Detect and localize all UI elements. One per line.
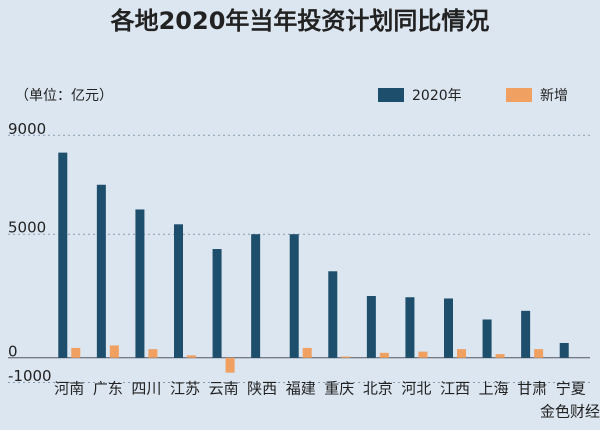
x-tick-label: 北京 <box>363 380 393 398</box>
bar <box>521 310 531 358</box>
legend-label: 新增 <box>540 88 568 104</box>
bar <box>135 209 145 358</box>
chart-title: 各地2020年当年投资计划同比情况 <box>110 7 490 35</box>
y-tick-label: 5000 <box>8 219 46 237</box>
y-tick-label: 0 <box>8 342 18 360</box>
bar <box>482 319 492 358</box>
bar <box>418 351 428 358</box>
unit-note: （单位：亿元） <box>15 88 113 104</box>
bar <box>289 234 299 358</box>
bar <box>148 349 158 358</box>
bar <box>379 352 389 358</box>
x-tick-label: 甘肃 <box>517 380 547 398</box>
bar <box>212 249 222 358</box>
x-tick-label: 广东 <box>93 380 123 398</box>
bar <box>457 349 466 358</box>
bar <box>495 354 505 358</box>
bar <box>559 342 569 358</box>
bar <box>328 271 338 358</box>
bar <box>341 356 351 358</box>
x-tick-label: 云南 <box>209 380 239 398</box>
x-tick-label: 四川 <box>131 380 161 398</box>
bar <box>225 357 235 373</box>
x-tick-label: 江苏 <box>170 380 200 398</box>
bar <box>96 184 106 358</box>
x-tick-label: 江西 <box>440 380 470 398</box>
x-tick-label: 福建 <box>286 380 316 398</box>
bar <box>366 296 376 358</box>
bar <box>534 349 544 358</box>
y-tick-label: 9000 <box>8 120 46 138</box>
x-tick-label: 上海 <box>479 380 509 398</box>
bar <box>251 234 261 358</box>
x-tick-label: 河北 <box>401 380 431 398</box>
bar <box>187 355 196 358</box>
y-tick-label: -1000 <box>8 367 52 385</box>
legend-label: 2020年 <box>412 88 462 104</box>
bar <box>302 347 312 358</box>
legend-swatch <box>378 88 404 102</box>
x-tick-label: 陕西 <box>247 380 277 398</box>
legend-swatch <box>506 88 532 102</box>
watermark: 金色财经 <box>540 403 600 421</box>
bar <box>109 345 119 358</box>
bar <box>71 347 81 358</box>
x-tick-label: 宁夏 <box>556 380 586 398</box>
bar <box>174 224 183 358</box>
x-tick-label: 河南 <box>54 380 84 398</box>
x-tick-label: 重庆 <box>324 380 354 398</box>
bar <box>444 298 453 358</box>
bar <box>58 152 68 358</box>
bar <box>405 297 415 358</box>
